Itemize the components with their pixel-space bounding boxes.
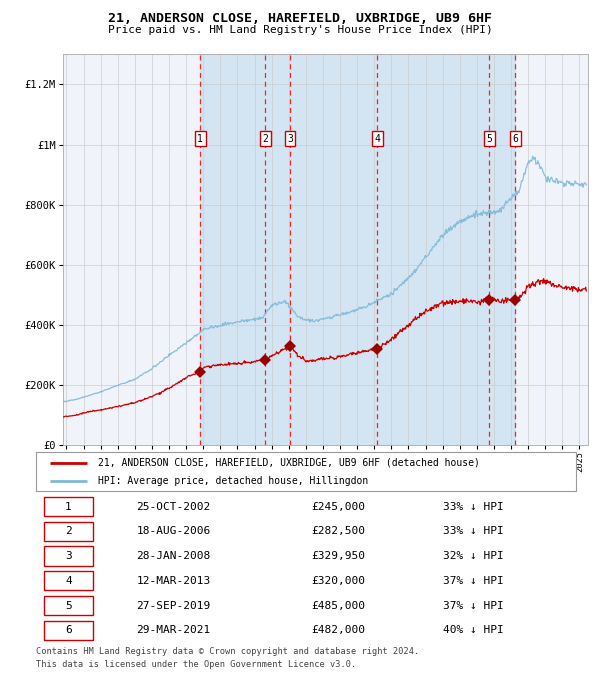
FancyBboxPatch shape: [44, 522, 92, 541]
Text: £482,000: £482,000: [311, 625, 365, 635]
Text: 3: 3: [65, 551, 72, 561]
Text: 21, ANDERSON CLOSE, HAREFIELD, UXBRIDGE, UB9 6HF (detached house): 21, ANDERSON CLOSE, HAREFIELD, UXBRIDGE,…: [98, 458, 480, 468]
Text: 28-JAN-2008: 28-JAN-2008: [137, 551, 211, 561]
Text: 27-SEP-2019: 27-SEP-2019: [137, 600, 211, 611]
Text: 2: 2: [262, 133, 268, 143]
Text: 6: 6: [65, 625, 72, 635]
Text: 37% ↓ HPI: 37% ↓ HPI: [443, 576, 504, 586]
FancyBboxPatch shape: [44, 571, 92, 590]
FancyBboxPatch shape: [44, 547, 92, 566]
Text: 2: 2: [65, 526, 72, 537]
Text: Price paid vs. HM Land Registry's House Price Index (HPI): Price paid vs. HM Land Registry's House …: [107, 25, 493, 35]
Text: 6: 6: [512, 133, 518, 143]
Text: 1: 1: [197, 133, 203, 143]
Text: 18-AUG-2006: 18-AUG-2006: [137, 526, 211, 537]
FancyBboxPatch shape: [44, 621, 92, 640]
Text: This data is licensed under the Open Government Licence v3.0.: This data is licensed under the Open Gov…: [36, 660, 356, 668]
Text: £485,000: £485,000: [311, 600, 365, 611]
Text: 12-MAR-2013: 12-MAR-2013: [137, 576, 211, 586]
Text: HPI: Average price, detached house, Hillingdon: HPI: Average price, detached house, Hill…: [98, 476, 368, 486]
Text: £245,000: £245,000: [311, 502, 365, 512]
Text: 25-OCT-2002: 25-OCT-2002: [137, 502, 211, 512]
Text: 33% ↓ HPI: 33% ↓ HPI: [443, 502, 504, 512]
Text: 21, ANDERSON CLOSE, HAREFIELD, UXBRIDGE, UB9 6HF: 21, ANDERSON CLOSE, HAREFIELD, UXBRIDGE,…: [108, 12, 492, 25]
Text: 4: 4: [65, 576, 72, 586]
Text: 1: 1: [65, 502, 72, 512]
Bar: [200, 54, 515, 445]
Text: Contains HM Land Registry data © Crown copyright and database right 2024.: Contains HM Land Registry data © Crown c…: [36, 647, 419, 656]
Text: 40% ↓ HPI: 40% ↓ HPI: [443, 625, 504, 635]
Text: £320,000: £320,000: [311, 576, 365, 586]
Text: 3: 3: [287, 133, 293, 143]
FancyBboxPatch shape: [44, 497, 92, 516]
Text: 33% ↓ HPI: 33% ↓ HPI: [443, 526, 504, 537]
Text: 37% ↓ HPI: 37% ↓ HPI: [443, 600, 504, 611]
Text: 5: 5: [487, 133, 493, 143]
Text: 4: 4: [374, 133, 380, 143]
Text: £282,500: £282,500: [311, 526, 365, 537]
Text: 5: 5: [65, 600, 72, 611]
Text: 29-MAR-2021: 29-MAR-2021: [137, 625, 211, 635]
FancyBboxPatch shape: [44, 596, 92, 615]
Text: £329,950: £329,950: [311, 551, 365, 561]
Text: 32% ↓ HPI: 32% ↓ HPI: [443, 551, 504, 561]
